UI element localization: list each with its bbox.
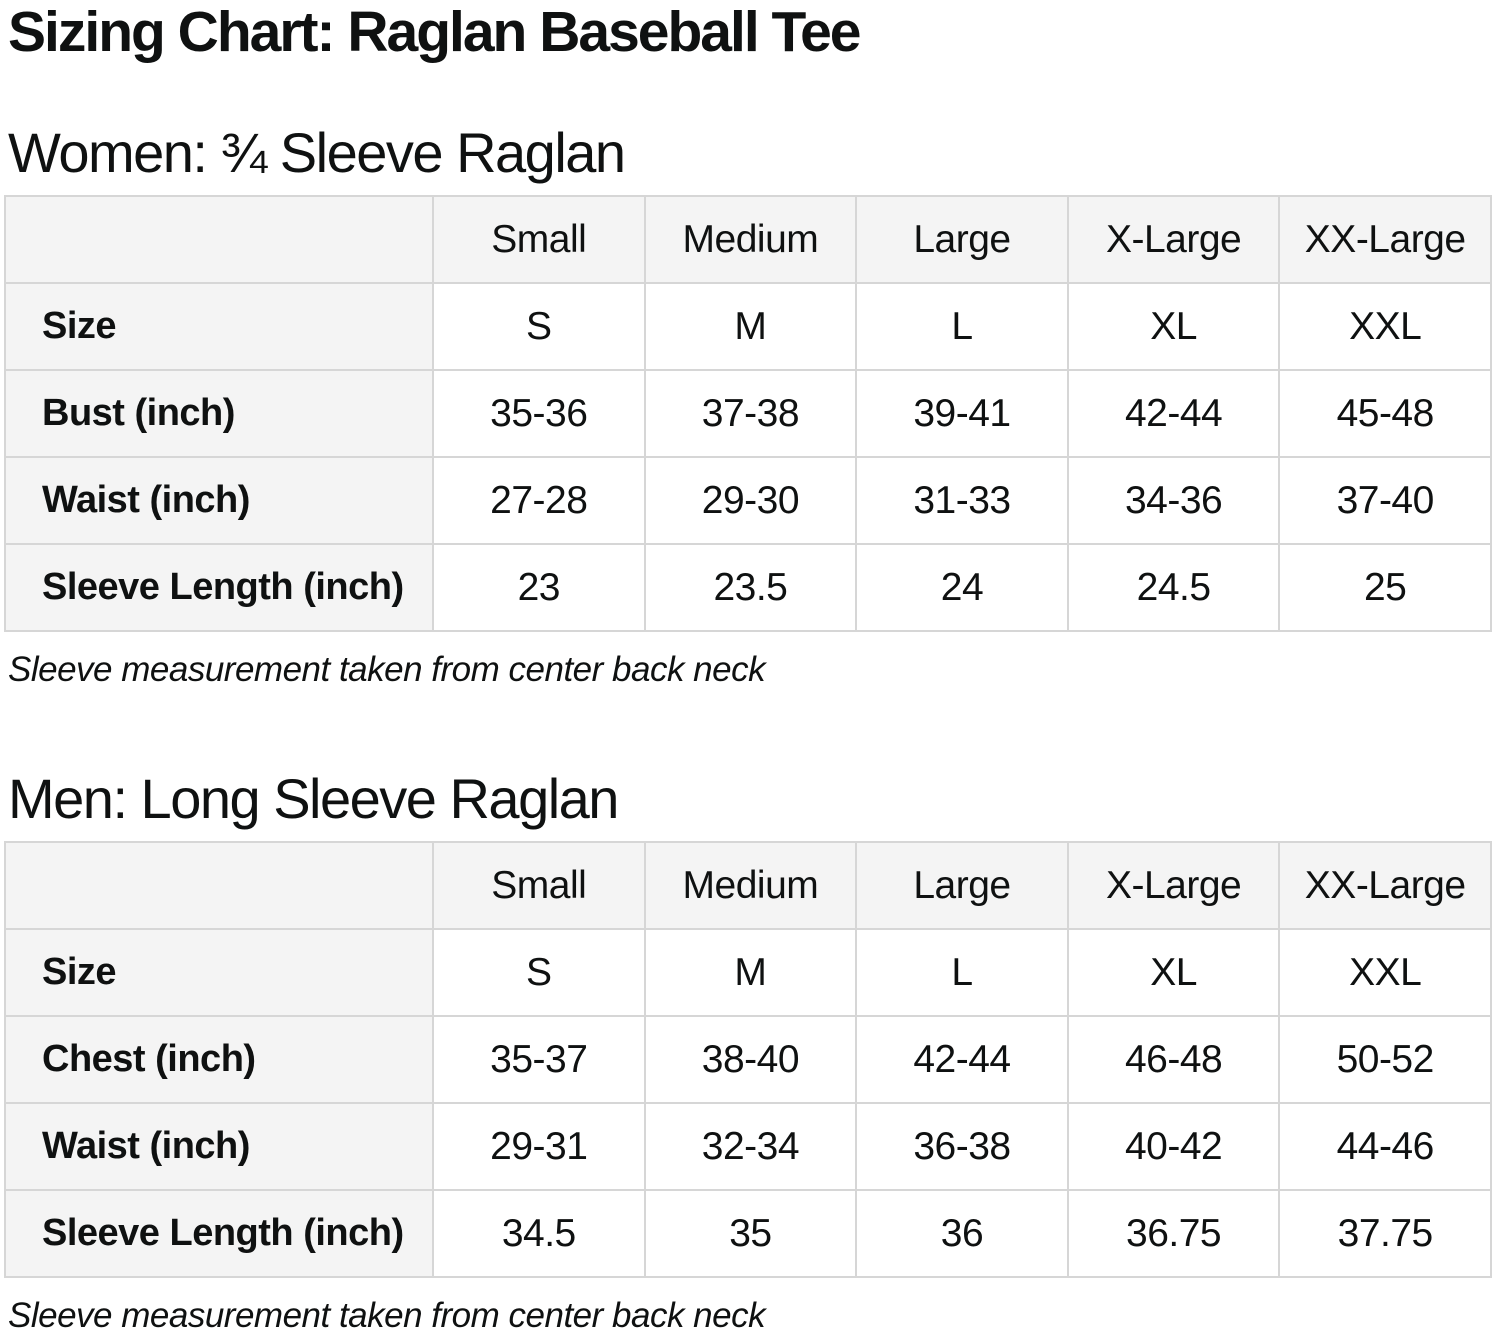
value-cell: 40-42 — [1066, 1102, 1281, 1191]
value-cell: 36 — [855, 1189, 1069, 1278]
value-cell: 50-52 — [1278, 1015, 1492, 1104]
value-cell: 32-34 — [643, 1102, 858, 1191]
value-cell: L — [855, 282, 1069, 371]
value-cell: 34.5 — [432, 1189, 646, 1278]
value-cell: 42-44 — [1066, 369, 1281, 458]
value-cell: 46-48 — [1066, 1015, 1281, 1104]
value-cell: M — [643, 928, 858, 1017]
value-cell: XL — [1066, 928, 1281, 1017]
value-cell: 24.5 — [1066, 543, 1281, 632]
row-label: Sleeve Length (inch) — [4, 1189, 434, 1278]
row-label: Sleeve Length (inch) — [4, 543, 434, 632]
table-header-row: Small Medium Large X-Large XX-Large — [4, 195, 1492, 284]
value-cell: 42-44 — [855, 1015, 1069, 1104]
table-row: Waist (inch) 29-31 32-34 36-38 40-42 44-46 — [4, 1102, 1492, 1191]
table-row: Size S M L XL XXL — [4, 928, 1492, 1017]
value-cell: 31-33 — [855, 456, 1069, 545]
value-cell: 29-30 — [643, 456, 858, 545]
row-label: Waist (inch) — [4, 1102, 434, 1191]
value-cell: 44-46 — [1278, 1102, 1492, 1191]
table-header-row: Small Medium Large X-Large XX-Large — [4, 841, 1492, 930]
value-cell: 23.5 — [643, 543, 858, 632]
value-cell: S — [432, 928, 646, 1017]
value-cell: 34-36 — [1066, 456, 1281, 545]
table-row: Bust (inch) 35-36 37-38 39-41 42-44 45-48 — [4, 369, 1492, 458]
column-header: X-Large — [1066, 841, 1281, 930]
row-label: Size — [4, 282, 434, 371]
table-row: Waist (inch) 27-28 29-30 31-33 34-36 37-40 — [4, 456, 1492, 545]
value-cell: 27-28 — [432, 456, 646, 545]
value-cell: 37-40 — [1278, 456, 1492, 545]
column-header: Small — [432, 195, 646, 284]
column-header: Small — [432, 841, 646, 930]
corner-cell — [4, 841, 434, 930]
men-section: Men: Long Sleeve Raglan Small Medium Large… — [4, 767, 1500, 1337]
men-sleeve-note: Sleeve measurement taken from center bac… — [8, 1296, 766, 1335]
value-cell: 39-41 — [855, 369, 1069, 458]
value-cell: XL — [1066, 282, 1281, 371]
column-header: Large — [855, 195, 1069, 284]
table-row: Sleeve Length (inch) 23 23.5 24 24.5 25 — [4, 543, 1492, 632]
value-cell: 37.75 — [1278, 1189, 1492, 1278]
row-label: Size — [4, 928, 434, 1017]
value-cell: 35 — [643, 1189, 858, 1278]
value-cell: L — [855, 928, 1069, 1017]
men-size-table: Small Medium Large X-Large XX-Large Size S M L XL… — [4, 841, 1492, 1278]
value-cell: M — [643, 282, 858, 371]
corner-cell — [4, 195, 434, 284]
value-cell: 45-48 — [1278, 369, 1492, 458]
value-cell: 36-38 — [855, 1102, 1069, 1191]
column-header: XX-Large — [1278, 841, 1492, 930]
women-sleeve-note: Sleeve measurement taken from center bac… — [8, 650, 766, 689]
value-cell: 35-36 — [432, 369, 646, 458]
men-section-heading: Men: Long Sleeve Raglan — [8, 767, 619, 830]
value-cell: XXL — [1278, 928, 1492, 1017]
women-size-table: Small Medium Large X-Large XX-Large Size S M L XL… — [4, 195, 1492, 632]
value-cell: 37-38 — [643, 369, 858, 458]
column-header: Medium — [643, 195, 858, 284]
women-section: Women: ¾ Sleeve Raglan Small Medium Large X… — [4, 121, 1500, 691]
row-label: Waist (inch) — [4, 456, 434, 545]
row-label: Chest (inch) — [4, 1015, 434, 1104]
value-cell: 35-37 — [432, 1015, 646, 1104]
value-cell: S — [432, 282, 646, 371]
value-cell: 29-31 — [432, 1102, 646, 1191]
value-cell: 24 — [855, 543, 1069, 632]
value-cell: 25 — [1278, 543, 1492, 632]
women-section-heading: Women: ¾ Sleeve Raglan — [8, 121, 626, 184]
row-label: Bust (inch) — [4, 369, 434, 458]
table-row: Sleeve Length (inch) 34.5 35 36 36.75 37.75 — [4, 1189, 1492, 1278]
value-cell: XXL — [1278, 282, 1492, 371]
value-cell: 36.75 — [1066, 1189, 1281, 1278]
column-header: Medium — [643, 841, 858, 930]
table-row: Size S M L XL XXL — [4, 282, 1492, 371]
value-cell: 23 — [432, 543, 646, 632]
page-title: Sizing Chart: Raglan Baseball Tee — [8, 0, 861, 64]
column-header: XX-Large — [1278, 195, 1492, 284]
value-cell: 38-40 — [643, 1015, 858, 1104]
column-header: X-Large — [1066, 195, 1281, 284]
column-header: Large — [855, 841, 1069, 930]
table-row: Chest (inch) 35-37 38-40 42-44 46-48 50-52 — [4, 1015, 1492, 1104]
